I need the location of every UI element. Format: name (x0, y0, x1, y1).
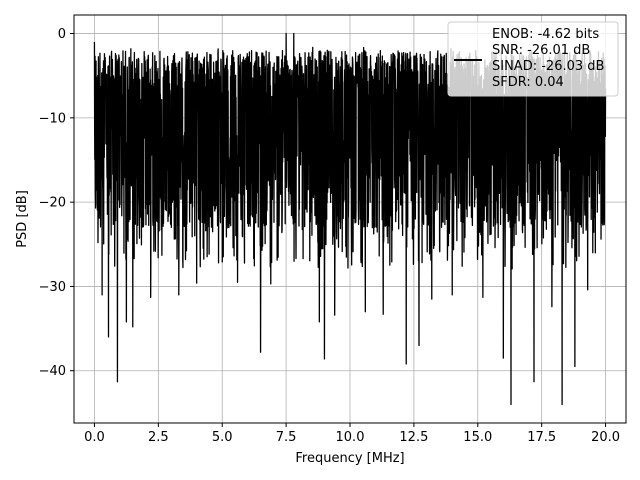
legend-entry: SINAD: -26.03 dB (492, 59, 604, 74)
legend-box (447, 21, 619, 97)
legend-entry: SNR: -26.01 dB (492, 43, 590, 58)
x-tick-label: 2.5 (148, 430, 169, 445)
x-tick-label: 12.5 (399, 430, 428, 445)
x-tick-label: 5.0 (212, 430, 233, 445)
x-tick-label: 0.0 (84, 430, 105, 445)
y-tick-label: −20 (39, 196, 66, 211)
x-tick-label: 10.0 (336, 430, 365, 445)
axes: 0.0 2.5 5.0 7.5 10.0 12.5 15.0 17.5 20.0 0 −10 −20 −… (15, 14, 627, 466)
y-tick-label: −10 (39, 111, 66, 126)
legend-entry: ENOB: -4.62 bits (492, 27, 599, 42)
x-tick-label: 20.0 (591, 430, 620, 445)
psd-trace-line (93, 32, 607, 406)
legend-entry: SFDR: 0.04 (492, 75, 564, 90)
x-tick-label: 7.5 (276, 430, 297, 445)
x-tick-label: 15.0 (463, 430, 492, 445)
x-axis-label: Frequency [MHz] (295, 451, 404, 466)
y-tick-label: 0 (58, 27, 66, 42)
x-tick-label: 17.5 (527, 430, 556, 445)
psd-series (93, 32, 607, 406)
y-axis-label: PSD [dB] (15, 190, 30, 248)
y-tick-label: −30 (39, 280, 66, 295)
y-tick-label: −40 (39, 364, 66, 379)
